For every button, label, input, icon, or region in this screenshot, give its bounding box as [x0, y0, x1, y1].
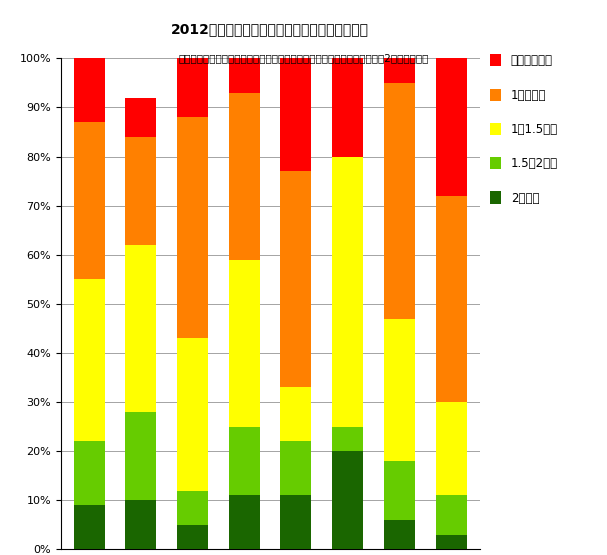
Bar	[73, 58, 104, 122]
Bar	[229, 496, 260, 549]
Bar	[177, 491, 208, 525]
Bar	[436, 196, 467, 402]
Bar	[384, 58, 415, 83]
Title: 2012年度田中浩朗担当科目の学習時間調査結果: 2012年度田中浩朗担当科目の学習時間調査結果	[171, 22, 369, 36]
Bar	[229, 93, 260, 260]
Bar	[177, 117, 208, 338]
Bar	[384, 461, 415, 520]
Bar	[125, 137, 157, 245]
Bar	[436, 58, 467, 196]
Bar	[332, 58, 363, 157]
Bar	[332, 451, 363, 549]
Bar	[280, 58, 311, 171]
Legend: ほとんどなし, 1時間未満, 1〜1.5時間, 1.5〜2時間, 2時間超: ほとんどなし, 1時間未満, 1〜1.5時間, 1.5〜2時間, 2時間超	[490, 54, 558, 205]
Bar	[125, 98, 157, 137]
Bar	[177, 525, 208, 549]
Bar	[384, 83, 415, 319]
Bar	[73, 122, 104, 279]
Bar	[229, 427, 260, 496]
Text: （カッコ内は受講者数。科学の社会史・技術の社会史・科学技術と倫理は2クラス合計）: （カッコ内は受講者数。科学の社会史・技術の社会史・科学技術と倫理は2クラス合計）	[178, 53, 429, 63]
Bar	[436, 496, 467, 534]
Bar	[332, 427, 363, 451]
Bar	[384, 520, 415, 549]
Bar	[280, 496, 311, 549]
Bar	[177, 58, 208, 117]
Bar	[384, 319, 415, 461]
Bar	[125, 501, 157, 549]
Bar	[436, 534, 467, 549]
Bar	[332, 157, 363, 427]
Bar	[280, 387, 311, 441]
Bar	[73, 279, 104, 441]
Bar	[280, 171, 311, 387]
Bar	[125, 412, 157, 501]
Bar	[229, 58, 260, 93]
Bar	[436, 402, 467, 496]
Bar	[177, 338, 208, 491]
Bar	[73, 505, 104, 549]
Bar	[280, 441, 311, 496]
Bar	[73, 441, 104, 505]
Bar	[125, 245, 157, 412]
Bar	[229, 260, 260, 427]
